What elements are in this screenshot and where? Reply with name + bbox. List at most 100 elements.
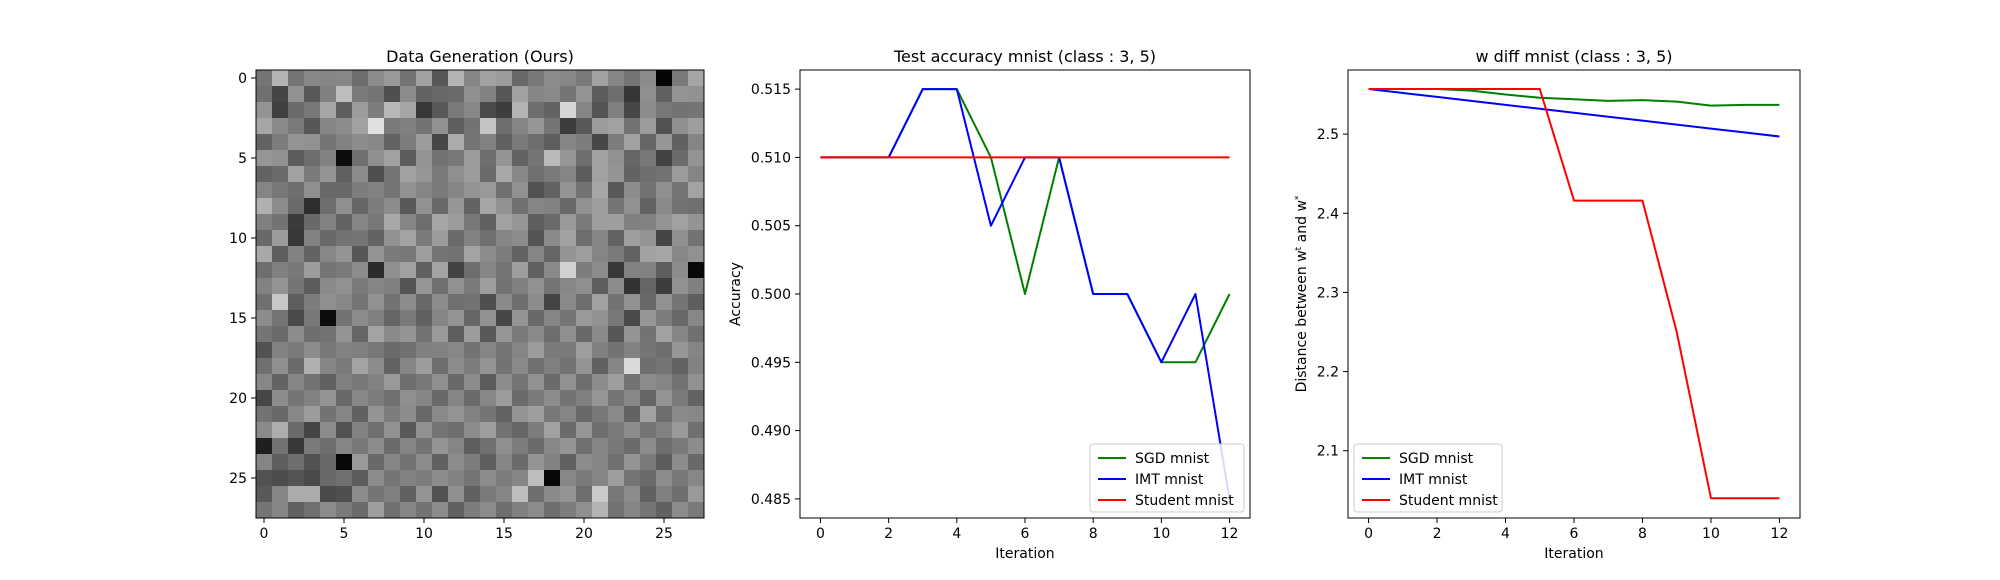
heatmap-cell	[608, 326, 625, 343]
heatmap-cell	[304, 502, 321, 519]
heatmap-cell	[448, 294, 465, 311]
heatmap-cell	[320, 246, 337, 263]
legend-label: SGD mnist	[1135, 451, 1210, 467]
heatmap-cell	[320, 166, 337, 183]
heatmap-cell	[432, 390, 449, 407]
heatmap-cell	[528, 86, 545, 103]
heatmap-cell	[448, 214, 465, 231]
heatmap-cell	[512, 342, 529, 359]
p3-series-line-2	[1368, 88, 1780, 500]
heatmap-cell	[624, 486, 641, 503]
heatmap-title: Data Generation (Ours)	[386, 47, 574, 66]
heatmap-cell	[560, 134, 577, 151]
heatmap-cell	[352, 246, 369, 263]
heatmap-cell	[336, 262, 353, 279]
heatmap-cell	[256, 70, 273, 87]
heatmap-cell	[432, 358, 449, 375]
heatmap-cell	[576, 198, 593, 215]
heatmap-cell	[480, 406, 497, 423]
heatmap-cell	[288, 374, 305, 391]
heatmap-cell	[592, 406, 609, 423]
heatmap-cell	[256, 278, 273, 295]
heatmap-cell	[656, 102, 673, 119]
p3-series-line-0	[1368, 88, 1780, 107]
heatmap-cell	[320, 454, 337, 471]
heatmap-cell	[608, 118, 625, 135]
heatmap-cell	[592, 326, 609, 343]
heatmap-cell	[416, 422, 433, 439]
heatmap-cell	[640, 182, 657, 199]
heatmap-cell	[528, 198, 545, 215]
heatmap-cell	[544, 342, 561, 359]
heatmap-cell	[576, 182, 593, 199]
heatmap-cell	[480, 454, 497, 471]
heatmap-cell	[368, 470, 385, 487]
heatmap-cell	[496, 102, 513, 119]
heatmap-cell	[272, 86, 289, 103]
heatmap-cell	[272, 102, 289, 119]
heatmap-cell	[528, 118, 545, 135]
heatmap-cell	[416, 70, 433, 87]
heatmap-cell	[560, 86, 577, 103]
heatmap-cell	[576, 422, 593, 439]
heatmap-cell	[640, 422, 657, 439]
heatmap-cell	[432, 454, 449, 471]
heatmap-cell	[624, 118, 641, 135]
heatmap-cell	[256, 486, 273, 503]
heatmap-cell	[640, 102, 657, 119]
heatmap-cell	[656, 358, 673, 375]
heatmap-cell	[528, 422, 545, 439]
heatmap-cell	[448, 422, 465, 439]
heatmap-cell	[368, 486, 385, 503]
heatmap-cell	[320, 358, 337, 375]
heatmap-cell	[624, 310, 641, 327]
heatmap-cell	[400, 86, 417, 103]
heatmap-cell	[368, 422, 385, 439]
heatmap-cell	[624, 470, 641, 487]
heatmap-cell	[416, 470, 433, 487]
y-tick-label: 5	[238, 151, 247, 167]
heatmap-cell	[688, 438, 705, 455]
heatmap-cell	[288, 214, 305, 231]
heatmap-cell	[480, 502, 497, 519]
heatmap-cell	[560, 278, 577, 295]
heatmap-cell	[256, 342, 273, 359]
x-tick-label: 15	[495, 526, 513, 542]
heatmap-cell	[288, 502, 305, 519]
heatmap-cell	[464, 406, 481, 423]
heatmap-cell	[672, 102, 689, 119]
heatmap-cell	[656, 390, 673, 407]
heatmap-cell	[624, 214, 641, 231]
heatmap-cell	[528, 310, 545, 327]
heatmap-cell	[528, 358, 545, 375]
heatmap-cell	[320, 198, 337, 215]
heatmap-cell	[576, 278, 593, 295]
x-tick-label: 2	[884, 526, 893, 542]
heatmap-cell	[256, 390, 273, 407]
heatmap-cell	[688, 486, 705, 503]
heatmap-cell	[464, 246, 481, 263]
heatmap-cell	[576, 358, 593, 375]
heatmap-cell	[576, 262, 593, 279]
heatmap-cell	[512, 454, 529, 471]
heatmap-cell	[544, 134, 561, 151]
heatmap-cell	[448, 102, 465, 119]
heatmap-cell	[672, 182, 689, 199]
heatmap-cell	[576, 454, 593, 471]
heatmap-cell	[368, 406, 385, 423]
heatmap-cell	[352, 214, 369, 231]
heatmap-cell	[656, 406, 673, 423]
heatmap-cell	[544, 438, 561, 455]
heatmap-cell	[640, 438, 657, 455]
heatmap-cell	[432, 278, 449, 295]
heatmap-cell	[384, 390, 401, 407]
heatmap-cell	[656, 486, 673, 503]
heatmap-cell	[400, 486, 417, 503]
heatmap-cell	[368, 86, 385, 103]
x-tick-label: 4	[1501, 526, 1510, 542]
heatmap-cell	[672, 134, 689, 151]
heatmap-cell	[352, 310, 369, 327]
heatmap-cell	[272, 278, 289, 295]
heatmap-cell	[432, 246, 449, 263]
heatmap-cell	[672, 406, 689, 423]
